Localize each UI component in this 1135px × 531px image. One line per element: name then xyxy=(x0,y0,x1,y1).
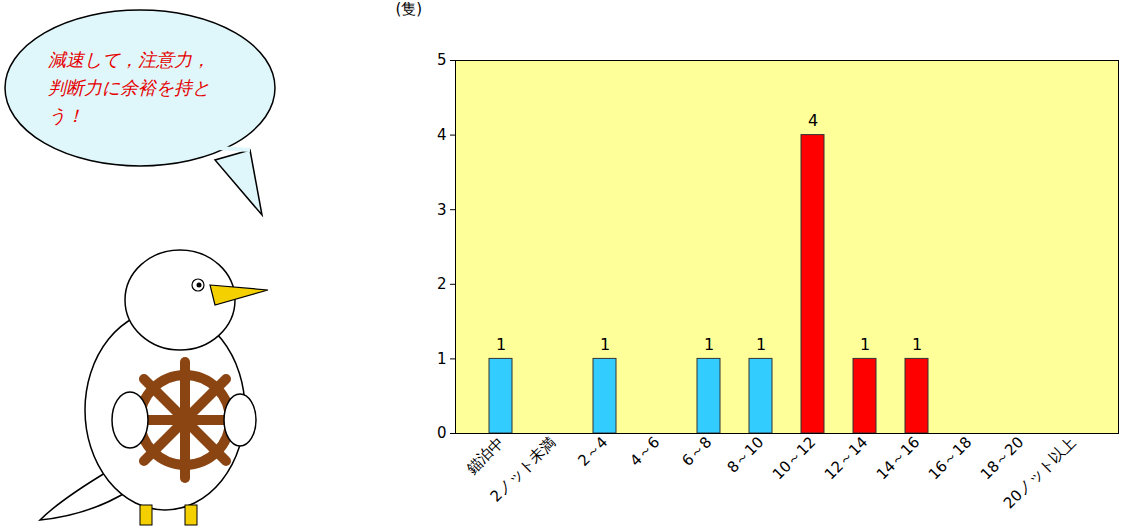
svg-text:20ノット以上: 20ノット以上 xyxy=(1000,433,1079,512)
svg-text:1: 1 xyxy=(912,335,922,354)
svg-text:1: 1 xyxy=(704,335,714,354)
svg-text:1: 1 xyxy=(756,335,766,354)
svg-text:10～12: 10～12 xyxy=(769,433,819,483)
svg-text:(隻): (隻) xyxy=(396,0,423,18)
svg-text:14～16: 14～16 xyxy=(873,433,923,483)
svg-text:1: 1 xyxy=(600,335,610,354)
svg-text:錨泊中: 錨泊中 xyxy=(463,433,508,478)
svg-text:1: 1 xyxy=(437,350,447,368)
svg-text:4～6: 4～6 xyxy=(626,433,663,470)
svg-text:16～18: 16～18 xyxy=(925,433,975,483)
svg-text:2～4: 2～4 xyxy=(574,433,611,470)
svg-text:5: 5 xyxy=(437,51,447,69)
svg-text:0: 0 xyxy=(437,424,447,442)
svg-text:18～20: 18～20 xyxy=(977,433,1027,483)
svg-text:4: 4 xyxy=(808,111,818,130)
svg-text:2ノット未満: 2ノット未満 xyxy=(487,433,560,506)
svg-text:3: 3 xyxy=(437,201,447,219)
svg-text:1: 1 xyxy=(496,335,506,354)
svg-text:減速して，注意力，判断力に余裕を持とう！: 減速して，注意力，判断力に余裕を持とう！ xyxy=(48,49,210,126)
svg-text:4: 4 xyxy=(437,126,447,144)
svg-text:12～14: 12～14 xyxy=(821,433,871,483)
svg-text:1: 1 xyxy=(860,335,870,354)
svg-text:2: 2 xyxy=(437,275,447,293)
svg-text:6～8: 6～8 xyxy=(678,433,715,470)
svg-text:8～10: 8～10 xyxy=(724,433,768,477)
